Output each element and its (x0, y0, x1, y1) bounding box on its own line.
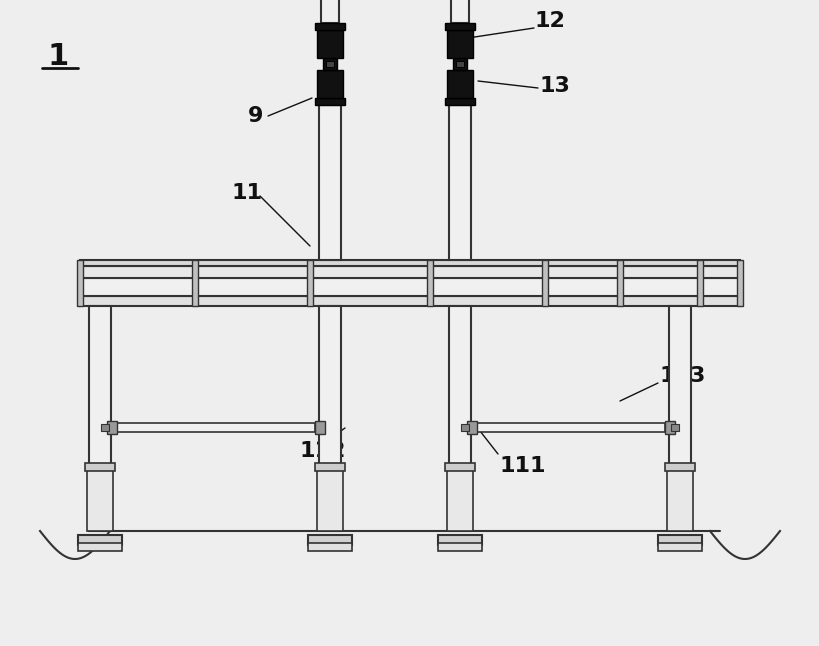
Bar (460, 424, 468, 431)
Bar (696, 260, 702, 306)
Bar (446, 466, 473, 531)
Bar (80, 260, 739, 266)
Bar (80, 266, 739, 278)
Text: 13: 13 (540, 76, 570, 96)
Bar (317, 466, 342, 531)
Bar (319, 306, 341, 531)
Bar (664, 421, 674, 434)
Bar (319, 105, 341, 260)
Bar (668, 306, 690, 531)
Bar (670, 424, 678, 431)
Text: 112: 112 (300, 441, 346, 461)
Bar (314, 98, 345, 105)
Text: 113: 113 (659, 366, 705, 386)
Bar (449, 105, 470, 260)
Bar (320, 0, 338, 23)
Bar (78, 535, 122, 545)
Bar (474, 423, 664, 432)
Bar (80, 278, 739, 296)
Bar (314, 23, 345, 30)
Bar (437, 535, 482, 545)
Bar (616, 260, 622, 306)
Bar (323, 58, 337, 70)
Bar (427, 260, 432, 306)
Text: 9: 9 (247, 106, 263, 126)
Bar (106, 421, 117, 434)
Bar (449, 306, 470, 531)
Text: 12: 12 (534, 11, 565, 31)
Bar (326, 61, 333, 67)
Text: 1: 1 (48, 41, 69, 70)
Bar (115, 423, 314, 432)
Bar (80, 296, 739, 306)
Bar (657, 535, 701, 545)
Bar (308, 535, 351, 545)
Bar (445, 98, 474, 105)
Bar (666, 466, 692, 531)
Bar (192, 260, 197, 306)
Bar (450, 0, 468, 23)
Text: 11: 11 (232, 183, 263, 203)
Bar (657, 543, 701, 551)
Bar (452, 58, 467, 70)
Bar (89, 306, 111, 531)
Bar (445, 23, 474, 30)
Bar (314, 463, 345, 471)
Bar (541, 260, 547, 306)
Bar (101, 424, 109, 431)
Bar (446, 70, 473, 98)
Bar (308, 543, 351, 551)
Bar (736, 260, 742, 306)
Bar (445, 463, 474, 471)
Bar (446, 30, 473, 58)
Bar (317, 70, 342, 98)
Bar (317, 30, 342, 58)
Bar (455, 61, 464, 67)
Bar (306, 260, 313, 306)
Bar (314, 421, 324, 434)
Bar (77, 260, 83, 306)
Text: 111: 111 (500, 456, 545, 476)
Bar (78, 543, 122, 551)
Bar (664, 463, 695, 471)
Bar (85, 463, 115, 471)
Bar (437, 543, 482, 551)
Bar (87, 466, 113, 531)
Bar (467, 421, 477, 434)
